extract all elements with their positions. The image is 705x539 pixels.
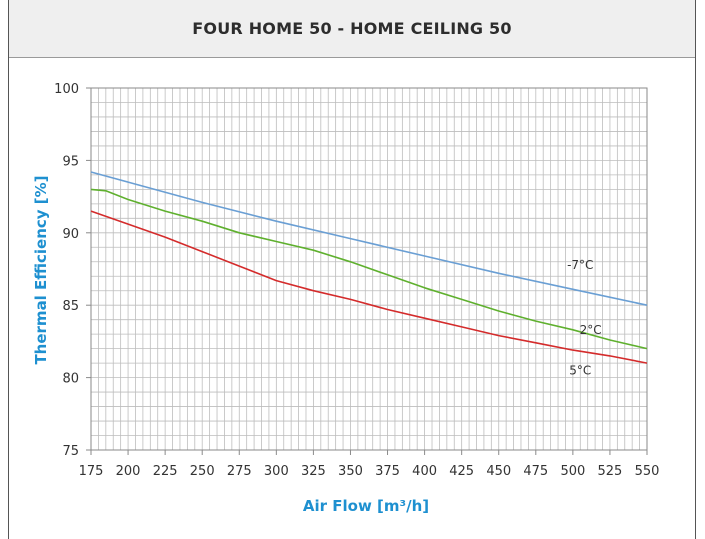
y-tick-label: 80 bbox=[62, 372, 79, 387]
plot-area-border bbox=[90, 87, 648, 451]
y-tick-label: 85 bbox=[62, 299, 79, 314]
x-tick-label: 225 bbox=[153, 464, 178, 479]
x-tick-label: 425 bbox=[449, 464, 474, 479]
x-tick-label: 525 bbox=[598, 464, 623, 479]
chart-title-bar: FOUR HOME 50 - HOME CEILING 50 bbox=[9, 0, 695, 58]
y-tick-label: 95 bbox=[62, 154, 79, 169]
series-line bbox=[90, 210, 648, 364]
chart-labels: -7°C 2°C 5°C bbox=[567, 258, 602, 378]
x-tick-label: 550 bbox=[635, 464, 660, 479]
y-tick-label: 75 bbox=[62, 444, 79, 459]
series-line bbox=[90, 188, 648, 350]
x-tick-label: 500 bbox=[560, 464, 585, 479]
chart-series bbox=[90, 171, 648, 364]
x-tick-label: 175 bbox=[79, 464, 104, 479]
chart-grid bbox=[90, 87, 648, 451]
series-label: 5°C bbox=[569, 364, 591, 378]
x-tick-label: 400 bbox=[412, 464, 437, 479]
x-tick-label: 275 bbox=[227, 464, 252, 479]
chart-frame bbox=[8, 0, 696, 539]
x-tick-label: 450 bbox=[486, 464, 511, 479]
chart-axes: 75 80 85 90 95 100 175 200 225 250 275 300 325 350 375… bbox=[54, 82, 659, 479]
x-tick-label: 200 bbox=[116, 464, 141, 479]
x-axis-title: Air Flow [m³/h] bbox=[303, 497, 429, 515]
y-axis-title: Thermal Efficiency [%] bbox=[32, 175, 50, 364]
chart-title: FOUR HOME 50 - HOME CEILING 50 bbox=[192, 19, 512, 38]
series-label: 2°C bbox=[580, 323, 602, 337]
y-tick-label: 100 bbox=[54, 82, 79, 97]
x-tick-label: 375 bbox=[375, 464, 400, 479]
y-tick-label: 90 bbox=[62, 227, 79, 242]
x-tick-label: 300 bbox=[264, 464, 289, 479]
series-line bbox=[90, 171, 648, 306]
x-tick-label: 475 bbox=[523, 464, 548, 479]
x-tick-label: 250 bbox=[190, 464, 215, 479]
series-label: -7°C bbox=[567, 258, 593, 272]
x-tick-label: 350 bbox=[338, 464, 363, 479]
x-tick-label: 325 bbox=[301, 464, 326, 479]
